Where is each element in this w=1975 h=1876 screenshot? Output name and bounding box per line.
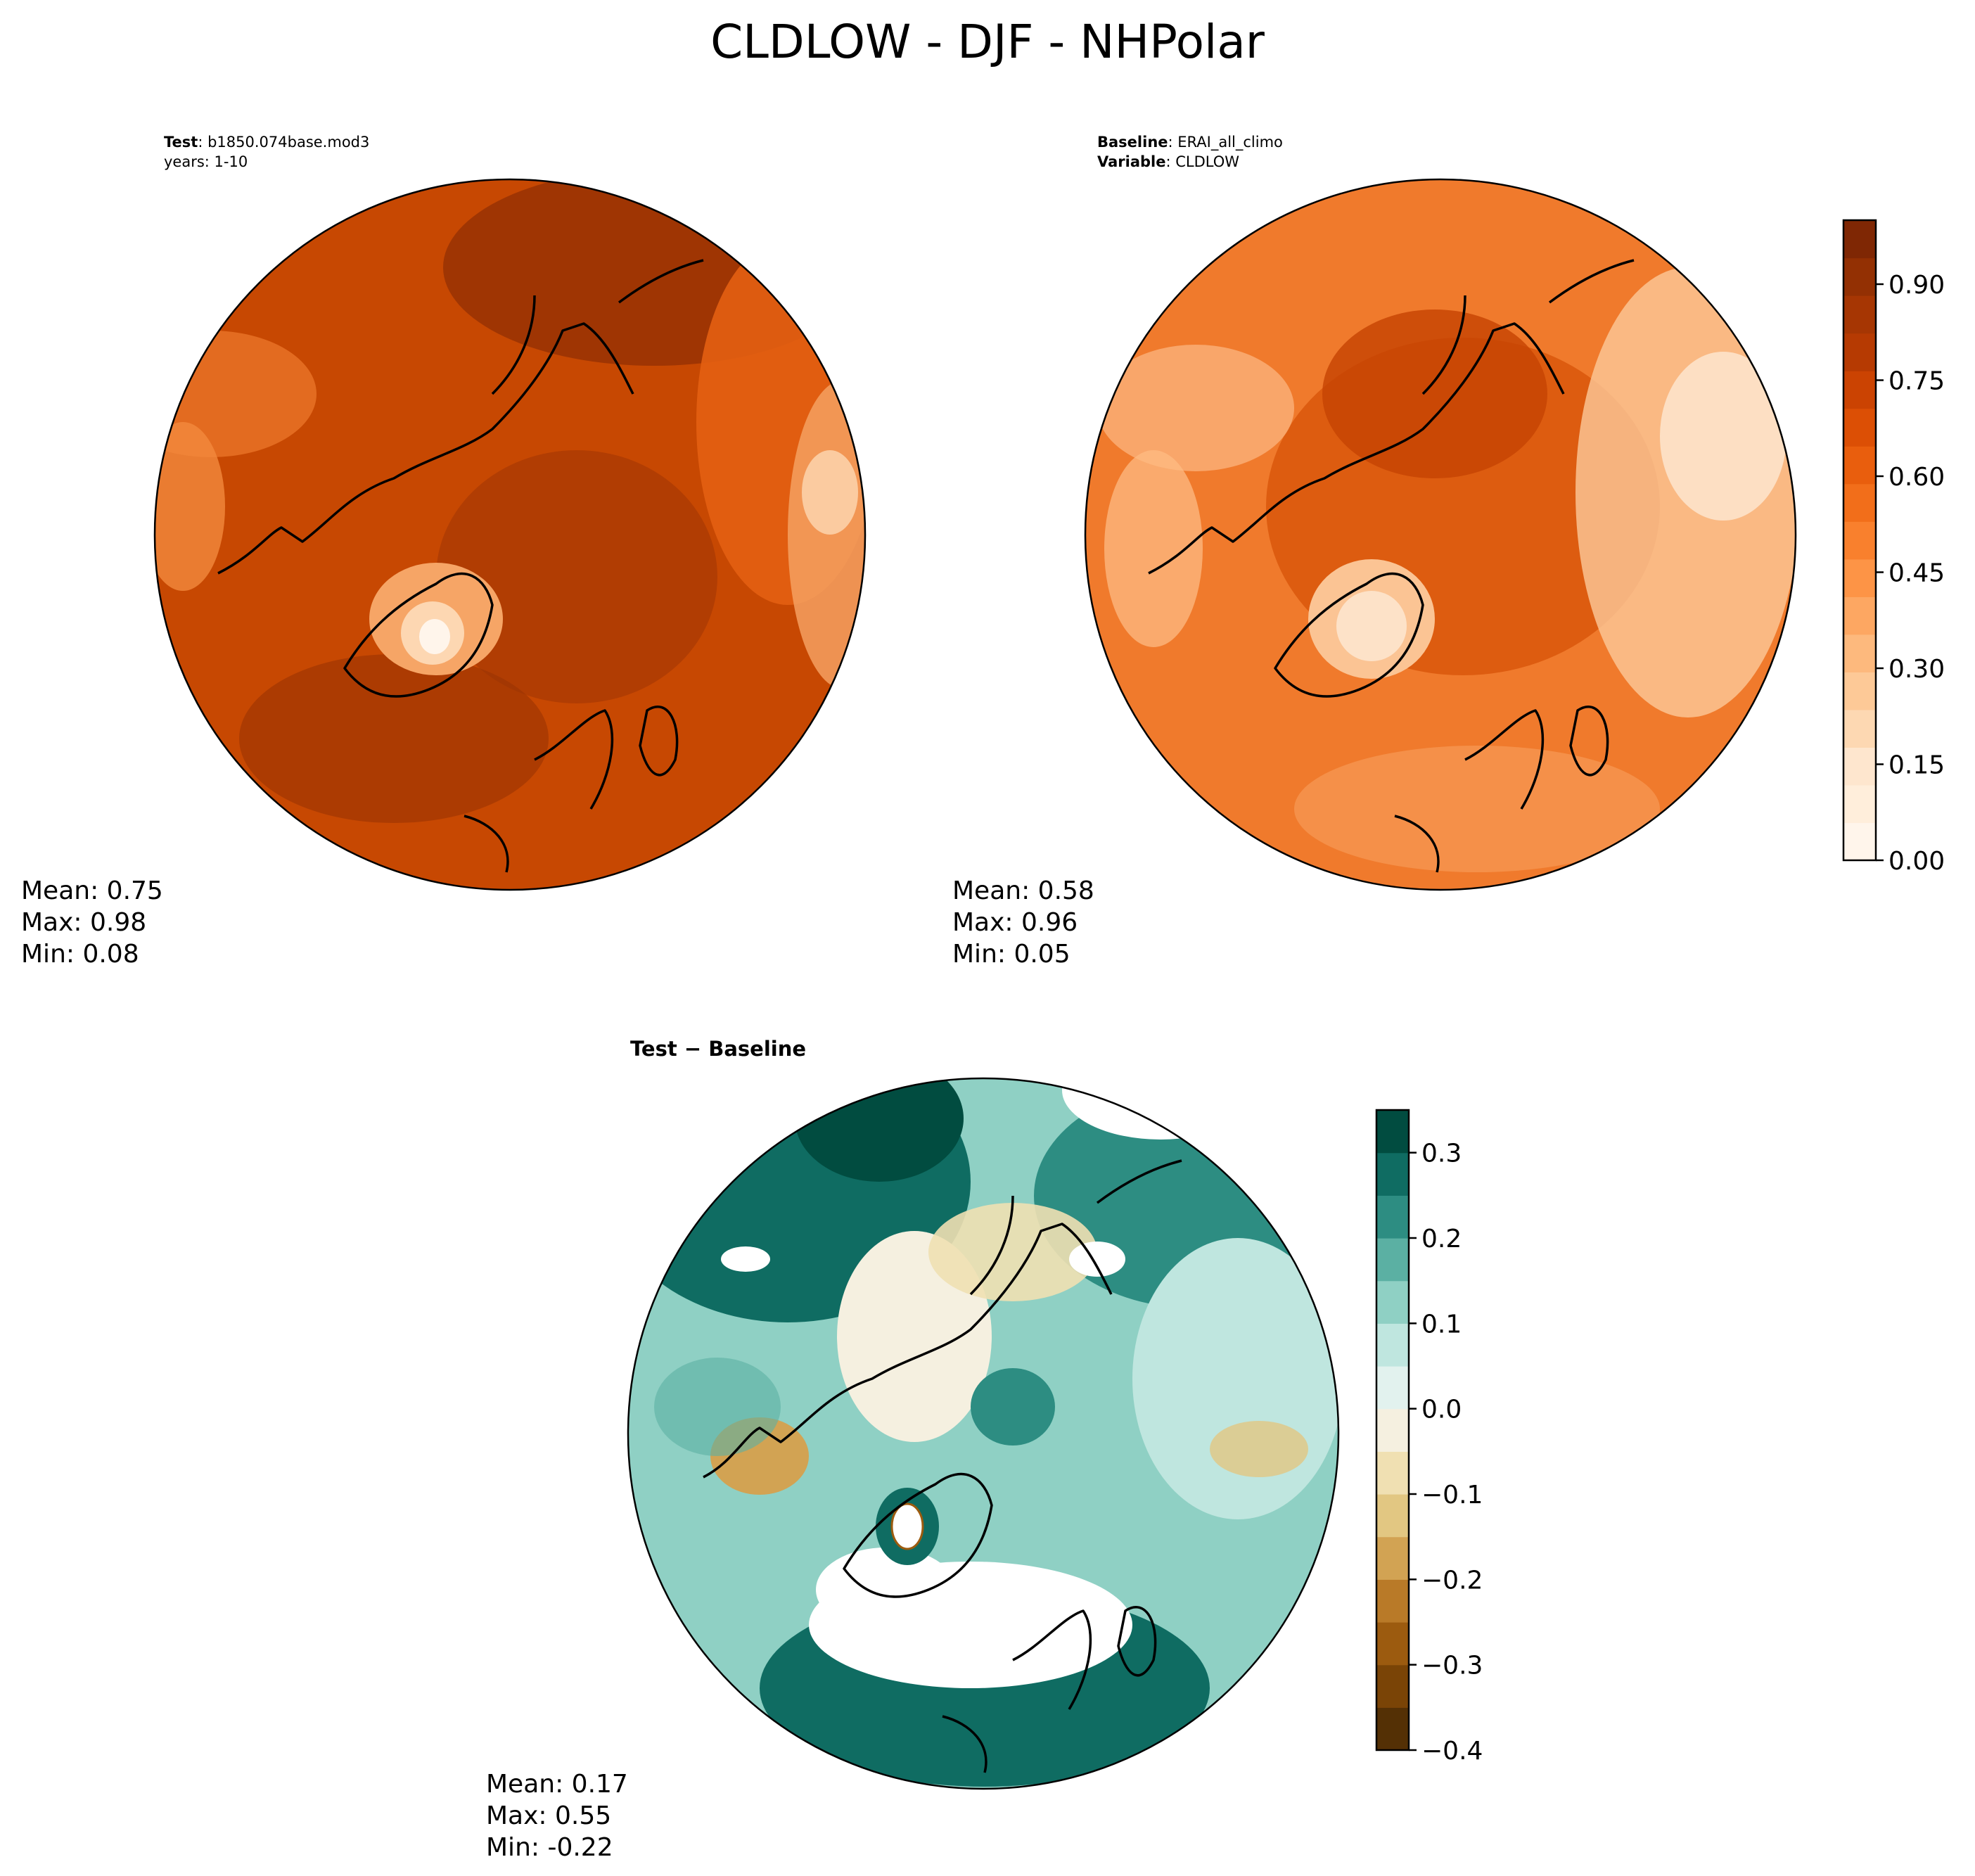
baseline-label: Baseline — [1097, 134, 1168, 151]
baseline-min: Min: 0.05 — [952, 940, 1070, 969]
panel-difference: Test − Baseline Mean: 0.17 — [486, 1037, 1483, 1862]
colorbar-cloud-fraction-color-step — [1843, 672, 1876, 710]
test-min: Min: 0.08 — [21, 940, 139, 969]
colorbar-difference-color-step — [1376, 1110, 1409, 1154]
test-max: Max: 0.98 — [21, 908, 146, 937]
colorbar-difference-color-step — [1376, 1366, 1409, 1410]
colorbar-cloud-fraction-color-step — [1843, 220, 1876, 259]
colorbar-difference-tick-label: −0.1 — [1421, 1481, 1483, 1510]
colorbar-cloud-fraction: 0.00 0.15 0.30 0.45 0.60 0.75 0.90 — [1842, 219, 1945, 876]
baseline-meta-line-2: Variable: CLDLOW — [1097, 153, 1239, 170]
baseline-max: Max: 0.96 — [952, 908, 1078, 937]
colorbar-cloud-fraction-color-step — [1843, 521, 1876, 560]
colorbar-difference-color-step — [1376, 1579, 1409, 1623]
colorbar-difference-color-step — [1376, 1408, 1409, 1452]
colorbar-cloud-fraction-color-step — [1843, 784, 1876, 824]
panel-test: Test: b1850.074base.mod3 years: 1-10 Mea… — [21, 134, 867, 969]
colorbar-cloud-fraction-tick-label: 0.15 — [1888, 751, 1945, 780]
difference-title: Test − Baseline — [630, 1037, 806, 1061]
baseline-mean: Mean: 0.58 — [952, 876, 1094, 905]
difference-mean: Mean: 0.17 — [486, 1770, 628, 1799]
colorbar-difference-color-step — [1376, 1323, 1409, 1367]
test-meta-line-1: Test: b1850.074base.mod3 — [164, 134, 369, 151]
colorbar-difference-color-step — [1376, 1707, 1409, 1751]
test-years: years: 1-10 — [164, 153, 248, 170]
colorbar-difference-color-step — [1376, 1536, 1409, 1580]
colorbar-cloud-fraction-color-step — [1843, 446, 1876, 485]
colorbar-difference-tick-label: 0.0 — [1421, 1396, 1462, 1424]
colorbar-cloud-fraction-tick-label: 0.75 — [1888, 367, 1945, 396]
colorbar-difference-color-step — [1376, 1451, 1409, 1495]
test-mean: Mean: 0.75 — [21, 876, 163, 905]
difference-map — [628, 1078, 1338, 1789]
colorbar-cloud-fraction-color-step — [1843, 747, 1876, 786]
colorbar-cloud-fraction-color-step — [1843, 559, 1876, 597]
colorbar-difference-color-step — [1376, 1152, 1409, 1196]
panel-baseline: Baseline: ERAI_all_climo Variable: CLDLO… — [952, 134, 1945, 969]
colorbar-cloud-fraction-tick-label: 0.00 — [1888, 847, 1945, 876]
test-case-name: b1850.074base.mod3 — [207, 134, 369, 151]
colorbar-cloud-fraction-tick-label: 0.90 — [1888, 271, 1945, 300]
colorbar-cloud-fraction-tick-label: 0.30 — [1888, 655, 1945, 684]
colorbar-cloud-fraction-color-step — [1843, 483, 1876, 522]
colorbar-cloud-fraction-color-step — [1843, 822, 1876, 861]
colorbar-cloud-fraction-tick-label: 0.45 — [1888, 559, 1945, 588]
colorbar-difference-color-step — [1376, 1280, 1409, 1324]
colorbar-cloud-fraction-color-step — [1843, 709, 1876, 748]
colorbar-difference-tick-label: −0.4 — [1421, 1737, 1483, 1766]
baseline-meta-line-1: Baseline: ERAI_all_climo — [1097, 134, 1283, 151]
colorbar-cloud-fraction-color-step — [1843, 257, 1876, 296]
colorbar-cloud-fraction-color-step — [1843, 371, 1876, 409]
colorbar-difference-tick-label: 0.1 — [1421, 1310, 1462, 1339]
colorbar-cloud-fraction-color-step — [1843, 295, 1876, 334]
baseline-map — [1085, 179, 1796, 890]
colorbar-difference-tick-label: 0.3 — [1421, 1140, 1462, 1168]
baseline-case-name: ERAI_all_climo — [1177, 134, 1283, 151]
colorbar-difference-tick-label: 0.2 — [1421, 1225, 1462, 1253]
colorbar-difference: −0.4 −0.3 −0.2 −0.1 0.0 0.1 0.2 0.3 — [1375, 1109, 1483, 1766]
colorbar-cloud-fraction-color-step — [1843, 408, 1876, 447]
colorbar-cloud-fraction-color-step — [1843, 333, 1876, 371]
test-label: Test — [164, 134, 198, 151]
colorbar-difference-color-step — [1376, 1195, 1409, 1239]
colorbar-cloud-fraction-frame — [1842, 219, 1877, 862]
colorbar-difference-color-step — [1376, 1238, 1409, 1282]
colorbar-difference-color-step — [1376, 1494, 1409, 1538]
variable-label: Variable — [1097, 153, 1165, 170]
test-map — [155, 179, 865, 890]
difference-max: Max: 0.55 — [486, 1801, 611, 1830]
colorbar-difference-color-step — [1376, 1622, 1409, 1666]
colorbar-cloud-fraction-tick-label: 0.60 — [1888, 463, 1945, 492]
colorbar-cloud-fraction-color-step — [1843, 634, 1876, 672]
colorbar-difference-frame — [1375, 1109, 1410, 1751]
colorbar-cloud-fraction-color-step — [1843, 596, 1876, 635]
figure-title: CLDLOW - DJF - NHPolar — [710, 15, 1265, 69]
difference-min: Min: -0.22 — [486, 1833, 613, 1862]
variable-name: CLDLOW — [1175, 153, 1239, 170]
colorbar-difference-tick-label: −0.2 — [1421, 1566, 1483, 1595]
colorbar-difference-tick-label: −0.3 — [1421, 1652, 1483, 1680]
colorbar-difference-color-step — [1376, 1664, 1409, 1708]
